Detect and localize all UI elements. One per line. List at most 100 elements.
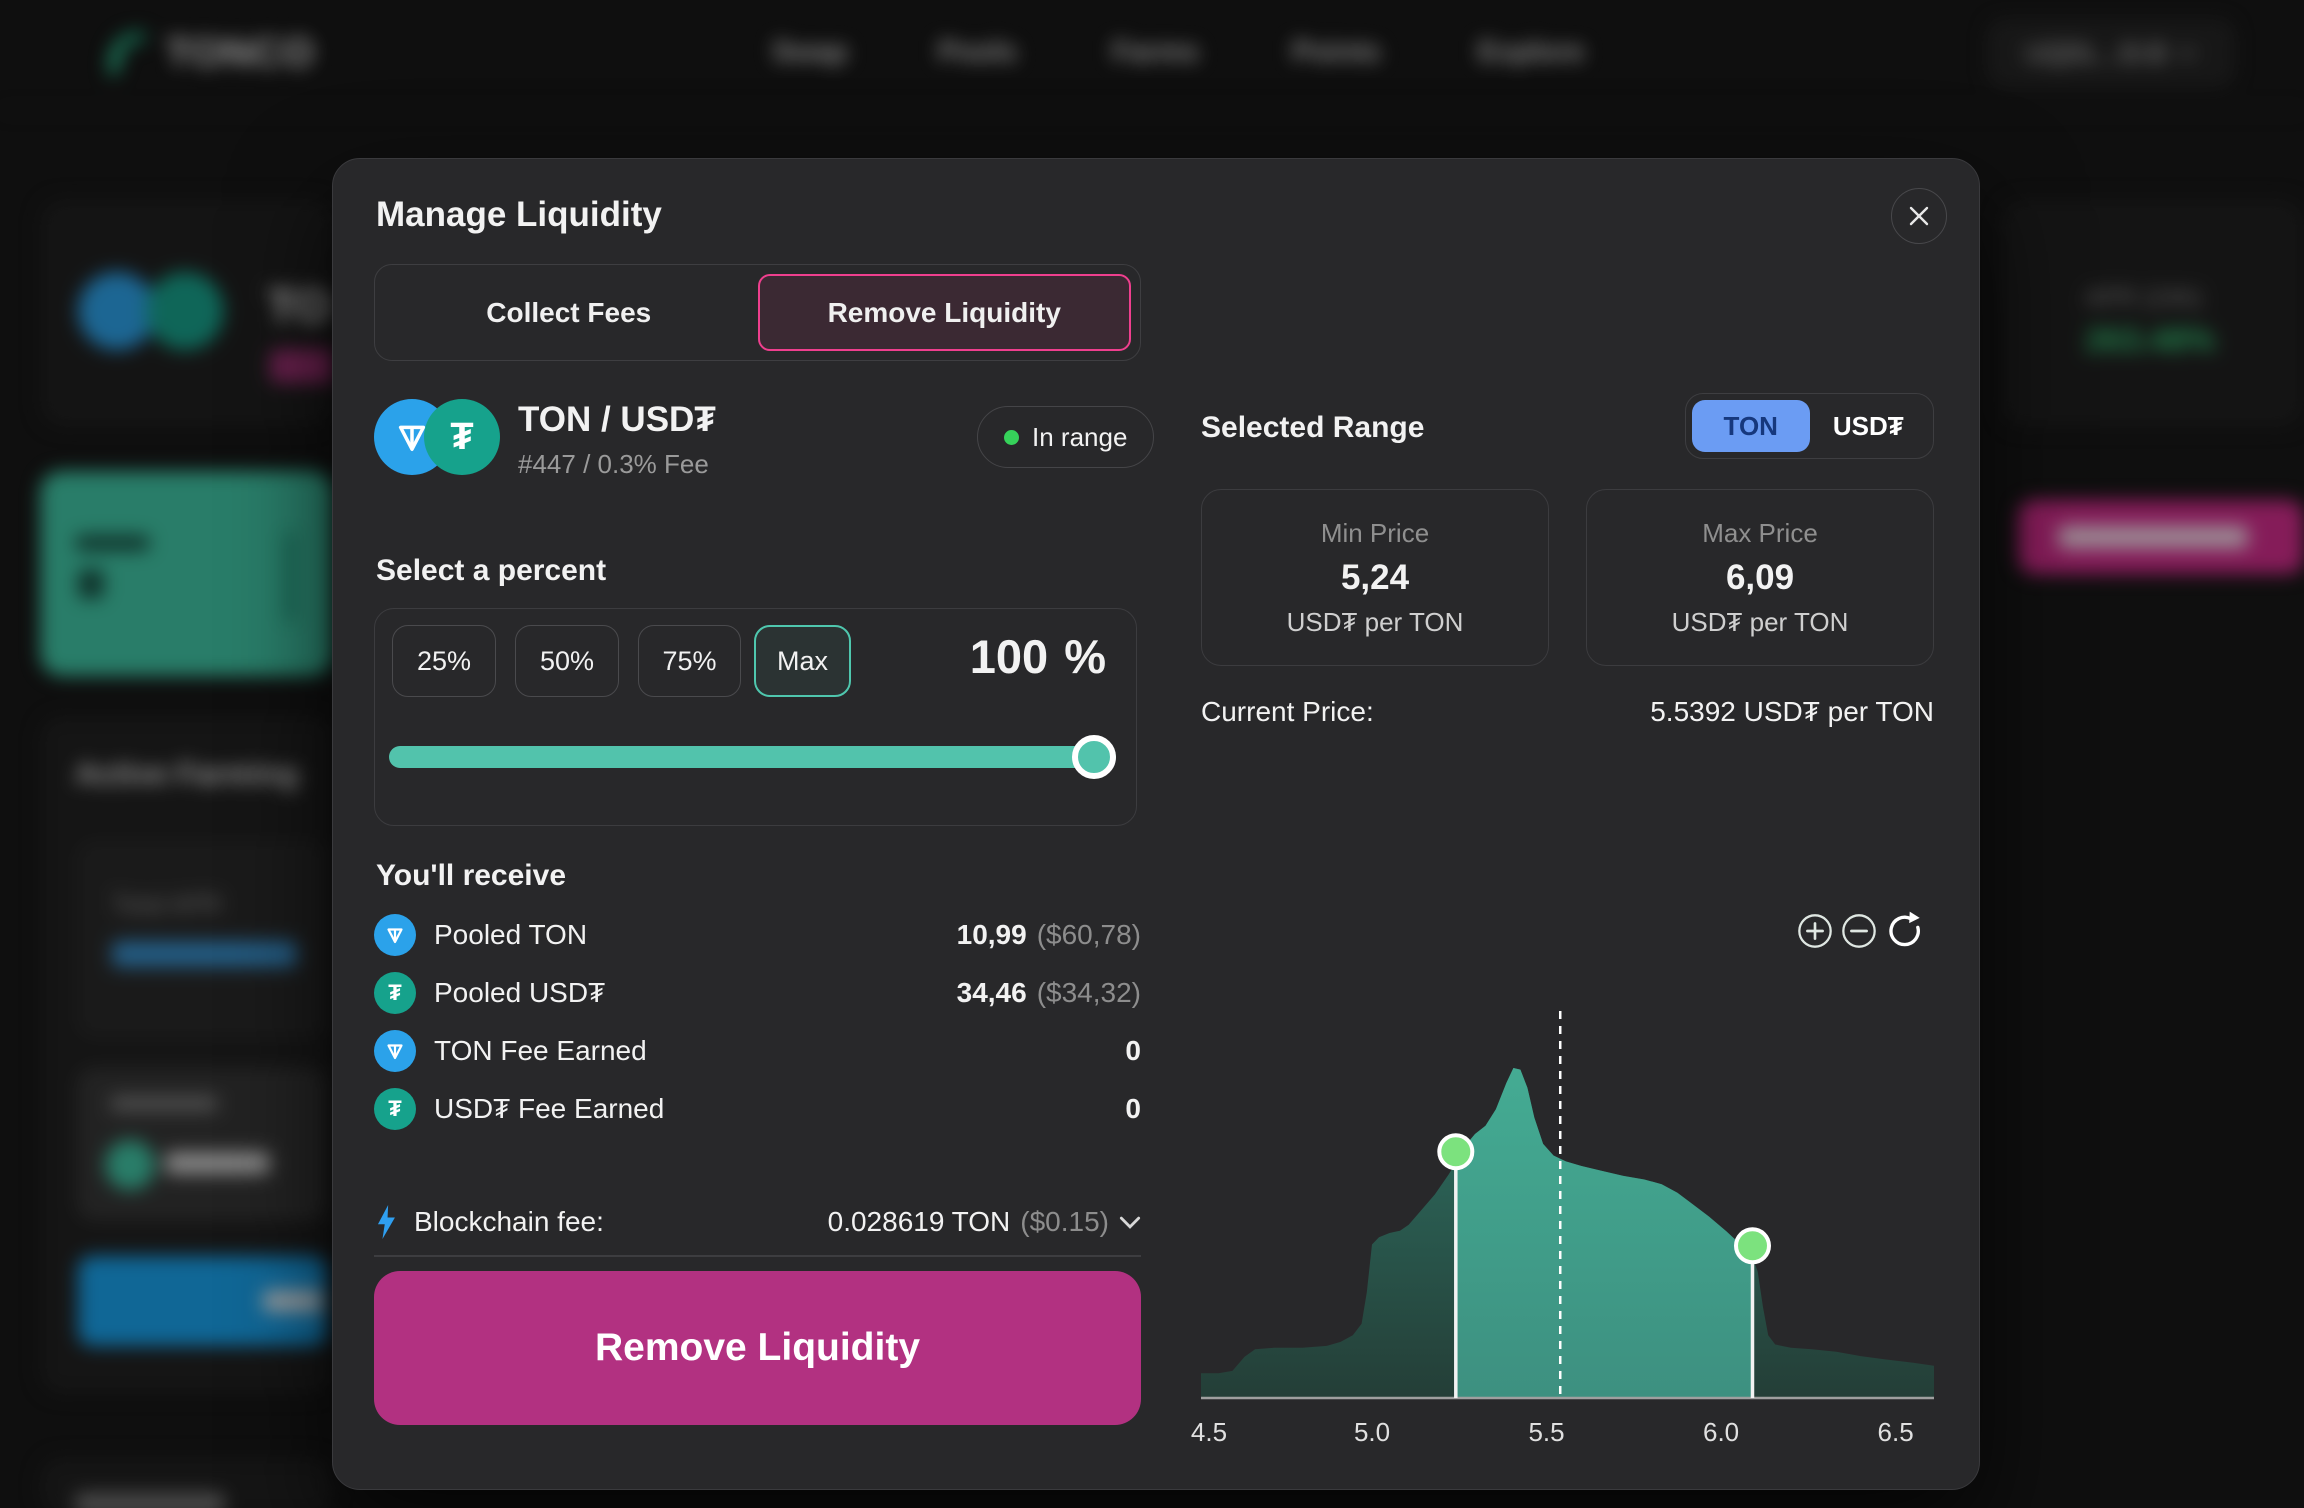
minus-circle-icon bbox=[1842, 914, 1876, 948]
chevron-down-icon bbox=[2178, 48, 2196, 59]
bg-bottom-panel bbox=[40, 1457, 333, 1508]
manage-liquidity-modal: Manage Liquidity Collect Fees Remove Liq… bbox=[332, 158, 1980, 1490]
x-tick-label: 5.5 bbox=[1528, 1417, 1565, 1447]
current-price-label: Current Price: bbox=[1201, 696, 1374, 727]
percent-50-button[interactable]: 50% bbox=[515, 625, 619, 697]
zoom-out-button[interactable] bbox=[1840, 912, 1878, 950]
quote-token-toggle: TON USD₮ bbox=[1685, 393, 1934, 459]
close-icon bbox=[1909, 206, 1929, 226]
row-value: 34,46 bbox=[956, 977, 1027, 1008]
liquidity-distribution-plot bbox=[1201, 1011, 1934, 1400]
usdt-coin-icon: ₮ bbox=[424, 399, 500, 475]
percent-value-unit: % bbox=[1064, 630, 1106, 683]
bg-rewards-card bbox=[77, 1068, 327, 1220]
lightning-icon bbox=[377, 1205, 395, 1239]
distribution-area-in-range bbox=[1455, 1068, 1753, 1398]
reset-zoom-button[interactable] bbox=[1884, 910, 1926, 952]
percent-value-number: 100 bbox=[969, 630, 1049, 683]
range-max-handle[interactable] bbox=[1733, 1227, 1771, 1265]
zoom-in-button[interactable] bbox=[1796, 912, 1834, 950]
pool-pair: ₮ TON / USD₮ #447 / 0.3% Fee bbox=[374, 399, 716, 480]
nav-divider bbox=[0, 110, 2304, 111]
max-price-card: Max Price 6,09 USD₮ per TON bbox=[1586, 489, 1934, 666]
percent-value: 100 % bbox=[970, 629, 1106, 684]
current-price-row: Current Price: 5.5392 USD₮ per TON bbox=[1201, 696, 1934, 728]
bg-position-card: TON bbox=[40, 199, 333, 427]
bg-farming-panel: Active Farming Total APR bbox=[40, 716, 333, 1394]
row-value: 10,99 bbox=[956, 919, 1027, 950]
brand: TONCO bbox=[92, 22, 315, 84]
liquidity-chart: 4.5 5.0 5.5 6.0 6.5 bbox=[1191, 989, 1934, 1459]
ton-coin-icon bbox=[374, 1030, 416, 1072]
percent-25-button[interactable]: 25% bbox=[392, 625, 496, 697]
pair-name: TON / USD₮ bbox=[518, 400, 716, 439]
range-min-handle[interactable] bbox=[1437, 1133, 1475, 1171]
close-button[interactable] bbox=[1891, 188, 1947, 244]
fee-usd-value: ($0.15) bbox=[1020, 1206, 1109, 1237]
bg-apr-24h-value: 263.48% bbox=[2085, 321, 2216, 358]
fee-label: Blockchain fee: bbox=[414, 1206, 604, 1237]
row-label: USD₮ Fee Earned bbox=[434, 1093, 665, 1124]
percent-max-button[interactable]: Max bbox=[754, 625, 851, 697]
row-label: Pooled TON bbox=[434, 919, 588, 950]
max-price-label: Max Price bbox=[1702, 517, 1818, 548]
bg-position-title: TON bbox=[268, 280, 333, 332]
nav-item-explore: Explore bbox=[1478, 36, 1585, 68]
ton-coin-icon bbox=[78, 272, 156, 350]
modal-title: Manage Liquidity bbox=[376, 195, 662, 234]
youll-receive-label: You'll receive bbox=[376, 859, 567, 892]
x-tick-label: 4.5 bbox=[1190, 1417, 1228, 1447]
select-percent-label: Select a percent bbox=[376, 554, 607, 587]
plus-circle-icon bbox=[1798, 914, 1832, 948]
bg-apr-24h-card: APR (24h) 263.48% bbox=[2000, 199, 2304, 427]
current-price-value: 5.5392 USD₮ per TON bbox=[1650, 696, 1934, 727]
in-range-label: In range bbox=[1032, 421, 1128, 452]
wallet-address: UQDL...i5-B bbox=[2025, 37, 2167, 68]
row-value: 0 bbox=[1125, 1035, 1141, 1066]
toggle-usdt[interactable]: USD₮ bbox=[1832, 410, 1904, 441]
tab-collect-fees[interactable]: Collect Fees bbox=[486, 296, 652, 328]
refresh-icon bbox=[1889, 911, 1920, 947]
selected-range-heading: Selected Range bbox=[1201, 411, 1425, 444]
in-range-dot-icon bbox=[1004, 429, 1019, 445]
usdt-coin-icon: ₮ bbox=[374, 1088, 416, 1130]
max-price-value: 6,09 bbox=[1725, 557, 1795, 597]
receive-row-pooled-usdt: ₮ Pooled USD₮ 34,46 ($34,32) bbox=[374, 964, 1141, 1022]
row-subvalue: ($60,78) bbox=[1036, 919, 1141, 950]
x-tick-label: 6.5 bbox=[1877, 1417, 1914, 1447]
fee-value-group[interactable]: 0.028619 TON ($0.15) bbox=[828, 1206, 1141, 1238]
row-subvalue: ($34,32) bbox=[1036, 977, 1141, 1008]
receive-row-usdt-fee: ₮ USD₮ Fee Earned 0 bbox=[374, 1080, 1141, 1138]
receive-row-pooled-ton: Pooled TON 10,99 ($60,78) bbox=[374, 906, 1141, 964]
in-range-badge: In range bbox=[977, 406, 1155, 468]
nav-item-points: Points bbox=[1292, 36, 1381, 68]
usdt-coin-icon: ₮ bbox=[374, 972, 416, 1014]
chart-controls bbox=[1796, 910, 1926, 952]
nav-item-pools: Pools bbox=[938, 36, 1017, 68]
percent-75-button[interactable]: 75% bbox=[638, 625, 741, 697]
percent-box: 25% 50% 75% Max 100 % bbox=[374, 608, 1137, 826]
bg-apr-banner bbox=[40, 471, 333, 676]
remove-liquidity-button[interactable]: Remove Liquidity bbox=[374, 1271, 1141, 1425]
percent-slider-track[interactable] bbox=[389, 746, 1116, 768]
blockchain-fee-row: Blockchain fee: 0.028619 TON ($0.15) bbox=[374, 1193, 1141, 1251]
bg-blue-button bbox=[78, 1256, 327, 1346]
tonco-logo-icon bbox=[108, 31, 148, 77]
min-price-card: Min Price 5,24 USD₮ per TON bbox=[1201, 489, 1549, 666]
tab-remove-liquidity[interactable]: Remove Liquidity bbox=[757, 274, 1131, 351]
receive-row-ton-fee: TON Fee Earned 0 bbox=[374, 1022, 1141, 1080]
fee-value: 0.028619 TON bbox=[827, 1206, 1011, 1237]
pair-meta: #447 / 0.3% Fee bbox=[518, 449, 709, 479]
percent-slider-thumb[interactable] bbox=[1072, 735, 1116, 779]
toggle-ton[interactable]: TON bbox=[1692, 400, 1810, 452]
row-value: 0 bbox=[1125, 1093, 1141, 1124]
x-tick-label: 5.0 bbox=[1353, 1417, 1391, 1447]
tab-bar: Collect Fees Remove Liquidity bbox=[374, 264, 1141, 361]
receive-list: Pooled TON 10,99 ($60,78) ₮ Pooled USD₮ 3… bbox=[374, 906, 1141, 1138]
x-tick-label: 6.0 bbox=[1703, 1417, 1740, 1447]
ton-coin-icon bbox=[374, 914, 416, 956]
min-price-label: Min Price bbox=[1320, 517, 1430, 548]
nav-item-swap: Swap bbox=[772, 36, 848, 68]
min-price-value: 5,24 bbox=[1340, 557, 1410, 597]
